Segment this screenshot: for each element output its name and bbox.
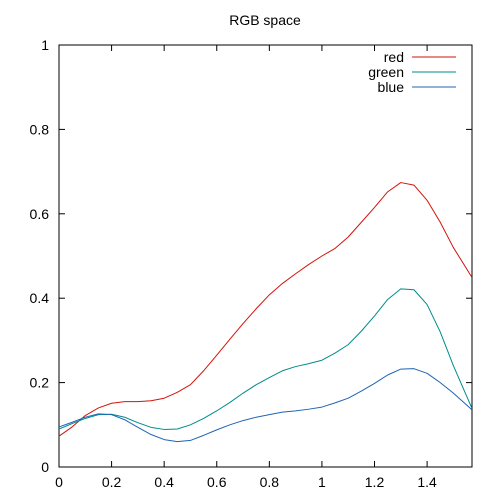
x-tick-label: 0 (55, 474, 63, 490)
y-tick-label: 1 (41, 37, 49, 53)
chart-title: RGB space (229, 12, 301, 28)
legend-label-red: red (384, 49, 404, 65)
series-line-red (58, 182, 473, 437)
y-tick-label: 0.6 (30, 206, 50, 222)
y-tick-label: 0.2 (30, 375, 50, 391)
series-line-green (58, 288, 473, 430)
y-tick-label: 0.8 (30, 121, 50, 137)
plot-border (58, 44, 473, 468)
x-tick-label: 1.4 (417, 474, 437, 490)
plot-frame (58, 44, 473, 468)
series-line-blue (58, 368, 473, 443)
series-lines (58, 182, 473, 443)
x-tick-label: 1.2 (365, 474, 385, 490)
y-tick-label: 0 (41, 459, 49, 475)
x-tick-label: 0.8 (260, 474, 280, 490)
x-tick-label: 0.2 (102, 474, 122, 490)
x-tick-label: 0.4 (154, 474, 174, 490)
axis-ticks: 0 0.2 0.4 0.6 0.8 1 1.2 1.4 0 0.2 0.4 0.6 0.8 1 (30, 37, 472, 490)
x-tick-label: 0.6 (207, 474, 227, 490)
legend-label-green: green (368, 64, 404, 80)
x-tick-label: 1 (318, 474, 326, 490)
legend-label-blue: blue (378, 79, 405, 95)
y-tick-label: 0.4 (30, 290, 50, 306)
